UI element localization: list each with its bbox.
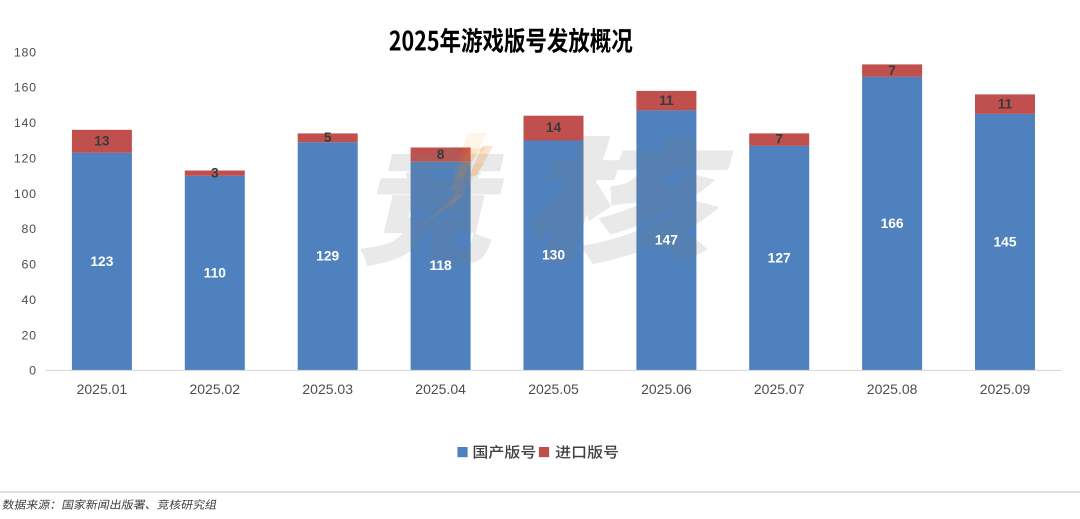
svg-text:2025.05: 2025.05: [528, 381, 579, 397]
svg-text:120: 120: [14, 151, 37, 165]
svg-text:2025.02: 2025.02: [189, 381, 240, 397]
svg-text:11: 11: [659, 93, 674, 108]
svg-text:130: 130: [542, 248, 565, 263]
svg-text:2025.08: 2025.08: [867, 381, 918, 397]
svg-text:127: 127: [768, 250, 791, 265]
svg-text:2025.04: 2025.04: [415, 381, 466, 397]
svg-text:145: 145: [993, 234, 1016, 249]
svg-text:160: 160: [14, 81, 37, 95]
svg-text:60: 60: [22, 258, 37, 272]
svg-text:80: 80: [22, 222, 37, 236]
svg-text:180: 180: [14, 45, 37, 59]
svg-text:100: 100: [14, 187, 37, 201]
svg-text:110: 110: [204, 265, 227, 280]
svg-text:3: 3: [211, 165, 219, 180]
svg-text:140: 140: [14, 116, 37, 130]
svg-text:5: 5: [324, 130, 332, 145]
svg-text:7: 7: [775, 132, 783, 147]
svg-text:2025.09: 2025.09: [980, 381, 1031, 397]
svg-text:40: 40: [22, 293, 37, 307]
svg-text:118: 118: [429, 258, 452, 273]
svg-text:2025.03: 2025.03: [302, 381, 353, 397]
svg-text:7: 7: [888, 63, 896, 78]
svg-text:8: 8: [437, 147, 445, 162]
svg-text:20: 20: [22, 328, 37, 342]
svg-text:2025.07: 2025.07: [754, 381, 805, 397]
svg-text:2025.01: 2025.01: [77, 381, 128, 397]
svg-text:14: 14: [546, 120, 562, 135]
svg-text:0: 0: [29, 364, 37, 378]
svg-text:11: 11: [998, 96, 1013, 111]
svg-text:2025.06: 2025.06: [641, 381, 692, 397]
svg-text:166: 166: [881, 216, 904, 231]
svg-text:123: 123: [90, 254, 113, 269]
svg-text:13: 13: [94, 134, 110, 149]
svg-text:147: 147: [655, 233, 678, 248]
svg-text:129: 129: [316, 249, 339, 264]
